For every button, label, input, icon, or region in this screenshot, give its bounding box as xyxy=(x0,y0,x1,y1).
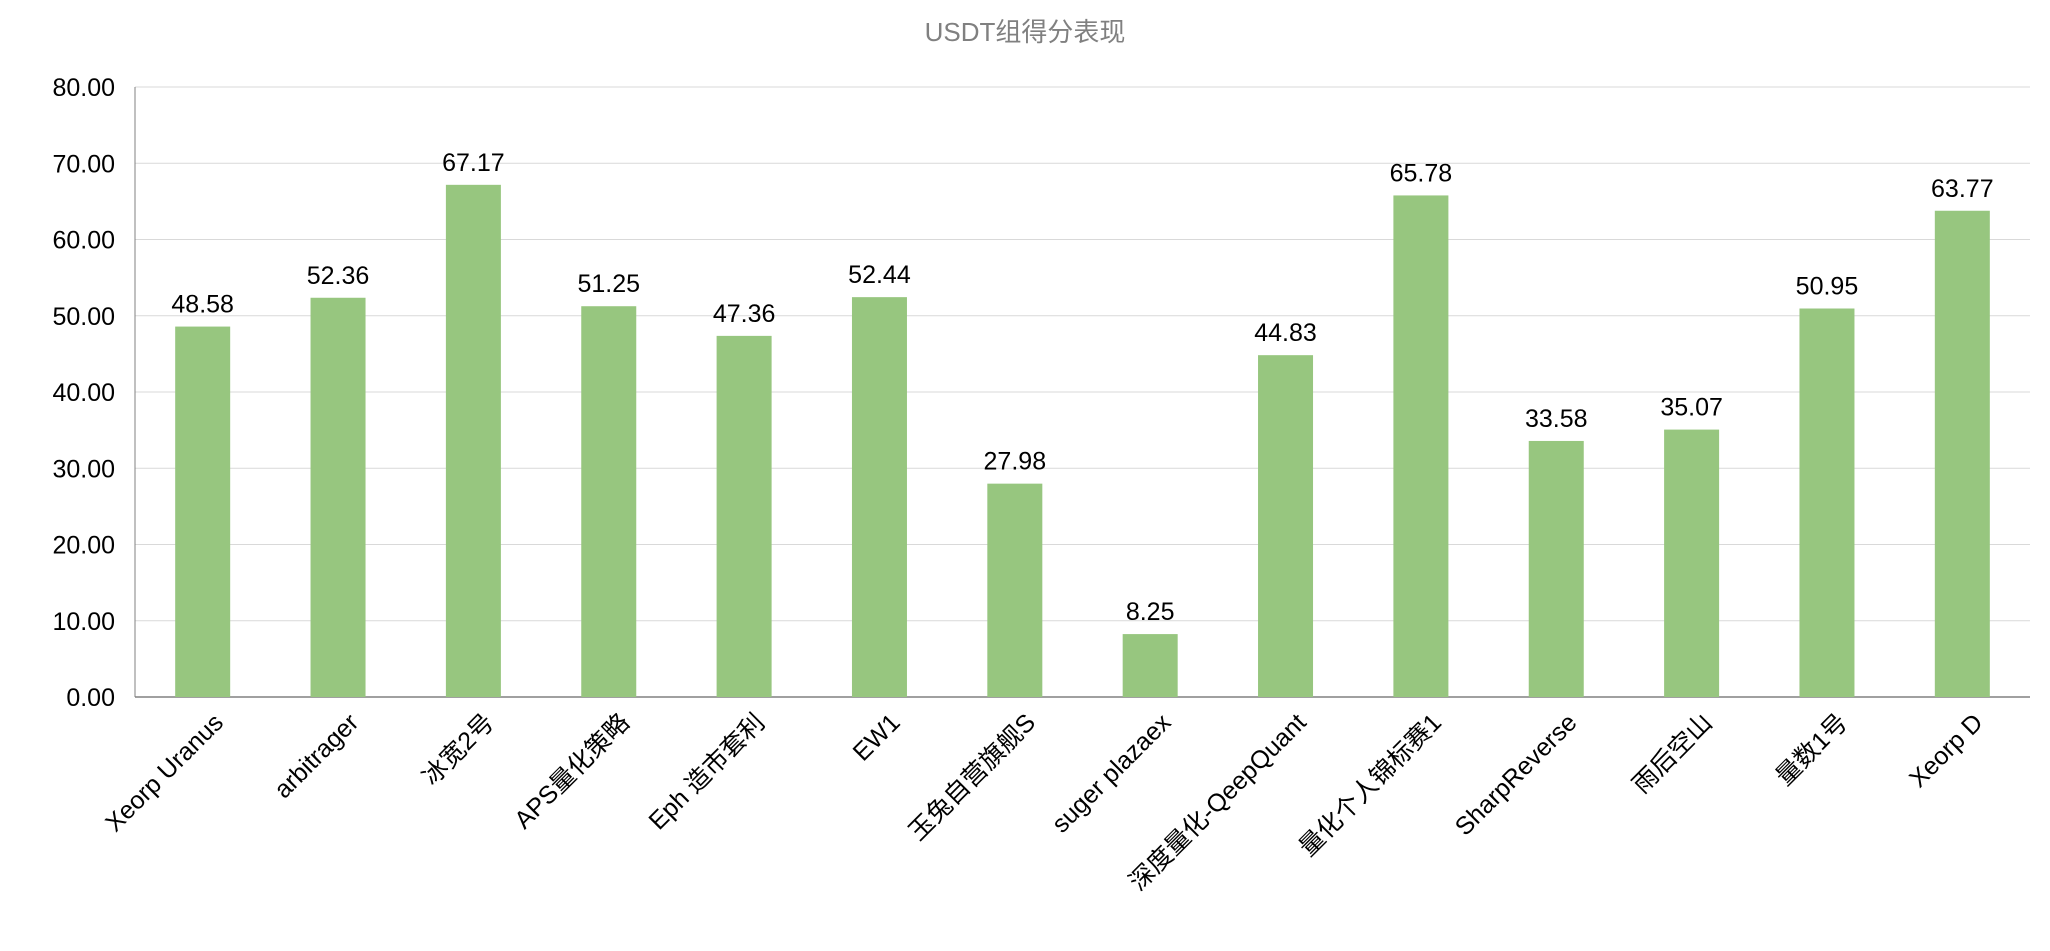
x-tick-labels: Xeorp Uranus arbitrager 冰宽2号 APS量化策略 Eph 造市套… xyxy=(100,708,1989,896)
y-tick-label: 0.00 xyxy=(66,684,115,712)
data-label: 65.78 xyxy=(1390,159,1453,187)
bar xyxy=(1664,429,1720,697)
x-tick-label: Eph 造市套利 xyxy=(643,708,770,835)
x-tick-label: APS量化策略 xyxy=(509,708,635,834)
bar xyxy=(716,335,772,697)
bar xyxy=(1393,195,1449,698)
x-tick-label: Xeorp D xyxy=(1904,708,1989,793)
bar xyxy=(1528,440,1584,697)
bar xyxy=(1122,634,1178,697)
bar xyxy=(1799,308,1855,697)
x-tick-label: EW1 xyxy=(848,708,906,766)
y-tick-label: 50.00 xyxy=(52,303,115,331)
y-tick-labels: 0.00 10.00 20.00 30.00 40.00 50.00 60.00 70.00 8… xyxy=(52,74,115,712)
data-label: 44.83 xyxy=(1254,319,1317,347)
x-tick-label: 雨后空山 xyxy=(1627,708,1718,799)
data-label: 67.17 xyxy=(442,149,505,177)
bar xyxy=(987,483,1043,697)
x-tick-label: suger plazaex xyxy=(1047,708,1177,838)
bar xyxy=(310,297,366,697)
gridlines xyxy=(135,86,2030,622)
x-tick-label: 量数1号 xyxy=(1771,708,1854,791)
data-label: 47.36 xyxy=(713,300,776,328)
bar xyxy=(1258,355,1314,697)
y-tick-label: 10.00 xyxy=(52,608,115,636)
bar xyxy=(1934,210,1990,697)
data-label: 48.58 xyxy=(171,291,234,319)
y-tick-label: 40.00 xyxy=(52,379,115,407)
data-label: 27.98 xyxy=(984,448,1047,476)
x-tick-label: 玉兔自营旗舰S xyxy=(903,708,1041,846)
x-tick-label: 量化个人锦标赛1 xyxy=(1294,708,1447,861)
y-tick-label: 60.00 xyxy=(52,227,115,255)
data-label: 52.36 xyxy=(307,262,370,290)
bar xyxy=(581,306,637,697)
x-tick-label: 冰宽2号 xyxy=(417,708,500,791)
bars xyxy=(175,184,1990,698)
data-label: 52.44 xyxy=(848,261,911,289)
data-label: 51.25 xyxy=(577,270,640,298)
y-tick-label: 20.00 xyxy=(52,532,115,560)
bar xyxy=(445,184,501,698)
bar xyxy=(851,297,907,697)
x-tick-label: SharpReverse xyxy=(1450,708,1583,841)
y-tick-label: 30.00 xyxy=(52,455,115,483)
chart-title: USDT组得分表现 xyxy=(924,17,1126,47)
data-label: 33.58 xyxy=(1525,405,1588,433)
data-label: 35.07 xyxy=(1660,394,1723,422)
data-labels: 48.58 52.36 67.17 51.25 47.36 52.44 27.98 8.25 4… xyxy=(171,149,1993,626)
data-label: 50.95 xyxy=(1796,273,1859,301)
x-tick-label: Xeorp Uranus xyxy=(100,708,229,837)
bar xyxy=(175,326,231,697)
y-tick-label: 80.00 xyxy=(52,74,115,102)
x-tick-label: arbitrager xyxy=(269,708,364,803)
y-tick-label: 70.00 xyxy=(52,150,115,178)
data-label: 63.77 xyxy=(1931,175,1994,203)
data-label: 8.25 xyxy=(1126,598,1175,626)
